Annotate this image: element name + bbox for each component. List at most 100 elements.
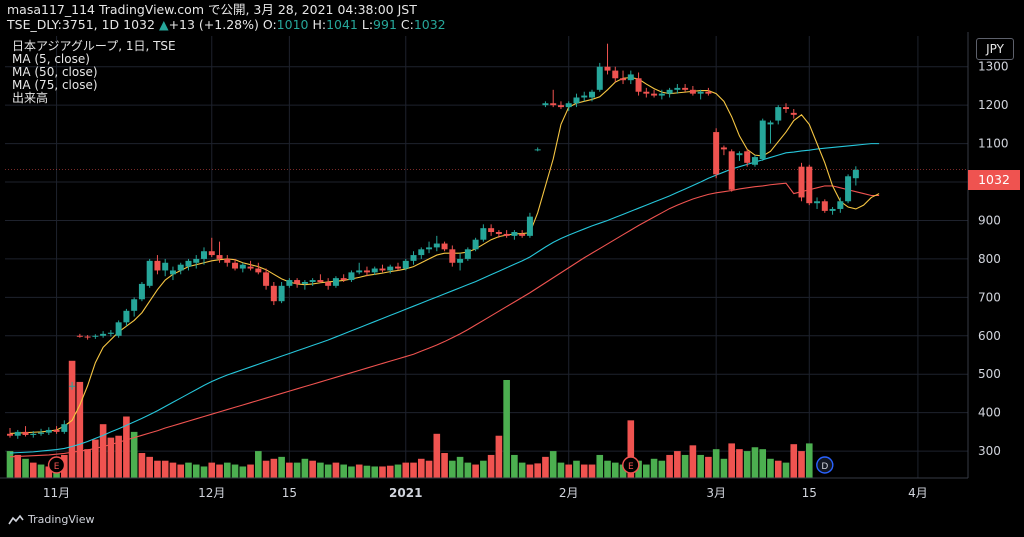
candle-body [22,431,29,435]
volume-bar [441,453,448,478]
candle-body [783,107,789,110]
high-value: 1041 [326,17,358,32]
candle-body [138,283,145,300]
legend-title[interactable]: 日本アジアグループ, 1日, TSE [12,39,176,53]
volume-bar [123,416,130,478]
candle-body [177,264,184,271]
candle-body [356,270,363,273]
candle-body [201,251,207,259]
last-price-badge: 1032 [968,170,1020,190]
candle-body [852,169,859,179]
volume-bar [596,454,604,478]
tradingview-brand[interactable]: TradingView [8,513,94,526]
legend-volume[interactable]: 出来高 [12,91,49,105]
candle-body [193,258,200,263]
candle-body [495,232,502,234]
candle-body [317,280,324,282]
candle-body [472,239,479,250]
volume-bar [464,462,472,478]
volume-bar [650,458,658,478]
volume-bar [511,454,518,478]
candle-body [395,266,401,269]
volume-bar [332,462,340,478]
volume-bar [728,443,735,478]
x-tick-label: 2月 [559,486,579,500]
candle-body [131,299,138,311]
candle-body [294,280,301,284]
candle-body [270,285,277,302]
volume-bar [247,464,254,478]
price-chart[interactable]: EED3004005006007008009001000110012001300… [0,32,1024,506]
candle-body [426,247,433,250]
volume-bar [805,443,813,478]
candle-body [627,74,634,81]
volume-bar [177,464,185,478]
earnings-marker [622,456,640,474]
candle-body [107,332,114,334]
candle-body [658,93,665,96]
candle-body [759,120,766,159]
legend-ma5[interactable]: MA (5, close) [12,52,90,66]
volume-bar [22,458,29,478]
y-tick-label: 500 [978,367,1001,381]
volume-bar [697,454,704,478]
candle-body [332,278,339,286]
x-tick-label: 2021 [389,486,422,500]
y-tick-label: 1200 [978,98,1009,112]
open-value: 1010 [276,17,309,32]
volume-bar [92,439,99,478]
volume-bar [255,451,262,478]
volume-bar [278,456,285,478]
volume-bar [192,464,200,478]
candle-body [751,157,758,165]
volume-bar [286,462,293,478]
candle-body [61,424,68,432]
volume-bar [433,433,441,478]
volume-bar [487,454,495,478]
volume-bar [526,464,534,478]
volume-bar [76,381,84,478]
candle-body [84,336,91,338]
candle-body [100,333,107,336]
volume-bar [619,464,627,478]
low-label: L: [357,17,374,32]
candle-body [806,166,813,204]
open-label: O: [258,17,277,32]
candle-body [348,272,355,281]
candle-body [216,255,223,259]
volume-bar [674,451,681,478]
volume-bar [720,458,728,478]
volume-bar [410,462,417,478]
volume-bar [611,462,619,478]
volume-bar [759,449,767,478]
candle-body [169,270,176,275]
volume-bar [643,464,650,478]
candle-body [69,385,76,387]
legend-ma75[interactable]: MA (75, close) [12,78,98,92]
candle-body [542,103,549,106]
symbol-prefix: TSE_DLY:3751, 1D 1032 [7,17,159,32]
volume-bar [293,462,301,478]
candle-body [519,233,526,236]
volume-bar [417,458,425,478]
x-tick-label: 4月 [908,486,928,500]
low-value: 991 [373,17,397,32]
legend-ma50[interactable]: MA (50, close) [12,65,98,79]
candle-body [449,249,456,263]
candle-body [728,151,735,190]
volume-bar [239,466,247,478]
marker-label: D [821,462,828,472]
volume-bar [154,460,161,478]
candle-body [705,91,712,94]
candle-body [410,255,417,261]
candle-body [14,431,21,436]
volume-bar [604,460,611,478]
volume-bar [705,456,712,478]
candle-body [573,97,580,104]
candle-body [239,264,246,269]
volume-bar [301,458,309,478]
candle-body [829,208,836,211]
candle-body [720,147,727,150]
ma75-line [9,182,880,458]
currency-button[interactable]: JPY [976,38,1014,60]
